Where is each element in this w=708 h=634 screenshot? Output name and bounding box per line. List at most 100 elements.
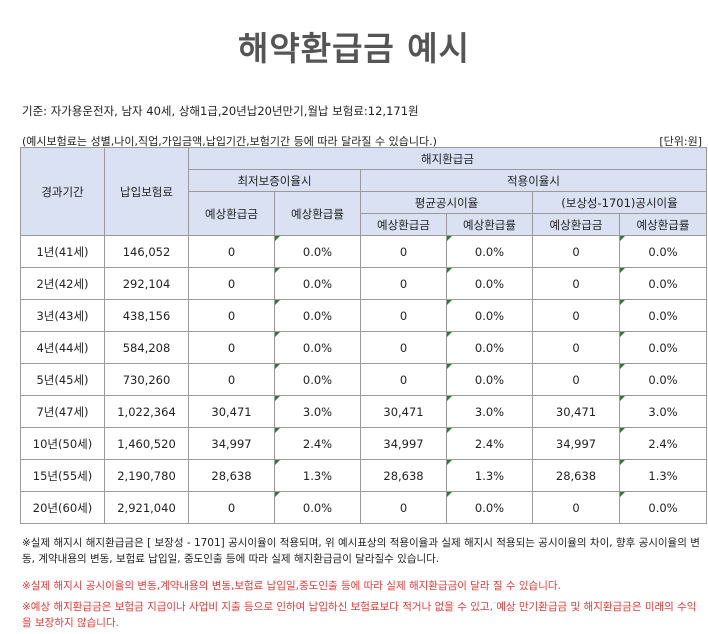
cell-avg-ratio: 3.0% <box>446 395 533 428</box>
cell-avg-amount: 0 <box>360 363 447 396</box>
cell-min-amount: 0 <box>188 363 275 396</box>
cell-product-ratio: 0.0% <box>619 331 707 364</box>
cell-avg-ratio: 1.3% <box>446 459 533 492</box>
cell-min-amount: 0 <box>188 267 275 300</box>
cell-avg-amount: 0 <box>360 299 447 332</box>
criteria-info: 기준: 자가용운전자, 남자 40세, 상해1급,20년납20년만기,월납 보험… <box>22 104 419 118</box>
cell-min-amount: 0 <box>188 235 275 268</box>
premium-note: (예시보험료는 성별,나이,직업,가입금액,납입기간,보험기간 등에 따라 달라… <box>22 135 437 148</box>
cell-min-ratio: 0.0% <box>274 331 361 364</box>
cell-product-ratio: 0.0% <box>619 491 707 524</box>
cell-premium: 730,260 <box>104 363 189 396</box>
cell-period: 7년(47세) <box>20 395 105 428</box>
cell-min-amount: 34,997 <box>188 427 275 460</box>
cell-min-ratio: 1.3% <box>274 459 361 492</box>
footnote-warning-no-guarantee: ※예상 해지환급금은 보험금 지급이나 사업비 지출 등으로 인하여 납입하신 … <box>22 601 697 629</box>
cell-period: 1년(41세) <box>20 235 105 268</box>
header-product-ratio: 예상환급률 <box>619 213 707 236</box>
cell-product-ratio: 3.0% <box>619 395 707 428</box>
cell-avg-ratio: 0.0% <box>446 491 533 524</box>
header-min-ratio: 예상환급률 <box>274 191 361 236</box>
header-avg-ratio: 예상환급률 <box>446 213 533 236</box>
cell-premium: 584,208 <box>104 331 189 364</box>
header-min-amount: 예상환급금 <box>188 191 275 236</box>
cell-avg-ratio: 0.0% <box>446 299 533 332</box>
cell-product-amount: 0 <box>532 491 620 524</box>
cell-product-ratio: 0.0% <box>619 235 707 268</box>
cell-avg-amount: 0 <box>360 491 447 524</box>
cell-avg-ratio: 0.0% <box>446 235 533 268</box>
cell-product-amount: 0 <box>532 363 620 396</box>
cell-avg-amount: 0 <box>360 331 447 364</box>
cell-product-amount: 0 <box>532 267 620 300</box>
cell-period: 3년(43세) <box>20 299 105 332</box>
cell-premium: 1,460,520 <box>104 427 189 460</box>
header-product-amount: 예상환급금 <box>532 213 620 236</box>
cell-min-amount: 30,471 <box>188 395 275 428</box>
unit-label: [단위:원] <box>659 135 702 148</box>
cell-min-ratio: 0.0% <box>274 267 361 300</box>
cell-min-ratio: 2.4% <box>274 427 361 460</box>
cell-avg-ratio: 0.0% <box>446 363 533 396</box>
table-row: 4년(44세) 584,208 0 0.0% 0 0.0% 0 0.0% <box>20 331 707 364</box>
cell-avg-amount: 30,471 <box>360 395 447 428</box>
table-row: 15년(55세) 2,190,780 28,638 1.3% 28,638 1.… <box>20 459 707 492</box>
cell-period: 5년(45세) <box>20 363 105 396</box>
cell-premium: 292,104 <box>104 267 189 300</box>
cell-product-amount: 30,471 <box>532 395 620 428</box>
cell-min-ratio: 0.0% <box>274 363 361 396</box>
table-row: 7년(47세) 1,022,364 30,471 3.0% 30,471 3.0… <box>20 395 707 428</box>
cell-avg-ratio: 2.4% <box>446 427 533 460</box>
cell-period: 20년(60세) <box>20 491 105 524</box>
cell-product-ratio: 0.0% <box>619 299 707 332</box>
header-min-guarantee: 최저보증이율시 <box>188 169 361 192</box>
cell-min-ratio: 0.0% <box>274 491 361 524</box>
cell-avg-ratio: 0.0% <box>446 267 533 300</box>
cell-product-amount: 0 <box>532 235 620 268</box>
cell-product-ratio: 2.4% <box>619 427 707 460</box>
cell-min-ratio: 0.0% <box>274 235 361 268</box>
header-period: 경과기간 <box>20 147 105 236</box>
cell-premium: 438,156 <box>104 299 189 332</box>
header-premium: 납입보험료 <box>104 147 189 236</box>
table-row: 5년(45세) 730,260 0 0.0% 0 0.0% 0 0.0% <box>20 363 707 396</box>
cell-product-ratio: 0.0% <box>619 363 707 396</box>
table-row: 3년(43세) 438,156 0 0.0% 0 0.0% 0 0.0% <box>20 299 707 332</box>
cell-premium: 146,052 <box>104 235 189 268</box>
cell-product-amount: 0 <box>532 331 620 364</box>
refund-table: 경과기간 납입보험료 해지환급금 최저보증이율시 적용이율시 예상환급금 예상환… <box>20 147 707 524</box>
header-applied-rate: 적용이율시 <box>360 169 707 192</box>
cell-product-amount: 28,638 <box>532 459 620 492</box>
cell-avg-amount: 28,638 <box>360 459 447 492</box>
cell-period: 15년(55세) <box>20 459 105 492</box>
header-product-rate: (보상성-1701)공시이율 <box>532 191 707 214</box>
cell-period: 2년(42세) <box>20 267 105 300</box>
cell-premium: 1,022,364 <box>104 395 189 428</box>
cell-avg-ratio: 0.0% <box>446 331 533 364</box>
cell-min-amount: 0 <box>188 299 275 332</box>
cell-product-ratio: 0.0% <box>619 267 707 300</box>
header-avg-amount: 예상환급금 <box>360 213 447 236</box>
cell-period: 10년(50세) <box>20 427 105 460</box>
table-row: 20년(60세) 2,921,040 0 0.0% 0 0.0% 0 0.0% <box>20 491 707 524</box>
cell-product-amount: 34,997 <box>532 427 620 460</box>
cell-min-amount: 28,638 <box>188 459 275 492</box>
table-row: 10년(50세) 1,460,520 34,997 2.4% 34,997 2.… <box>20 427 707 460</box>
cell-min-ratio: 3.0% <box>274 395 361 428</box>
cell-avg-amount: 34,997 <box>360 427 447 460</box>
header-refund-group: 해지환급금 <box>188 147 707 170</box>
cell-min-ratio: 0.0% <box>274 299 361 332</box>
cell-avg-amount: 0 <box>360 267 447 300</box>
cell-avg-amount: 0 <box>360 235 447 268</box>
cell-min-amount: 0 <box>188 491 275 524</box>
cell-period: 4년(44세) <box>20 331 105 364</box>
page-title: 해약환급금 예시 <box>237 29 470 68</box>
cell-product-ratio: 1.3% <box>619 459 707 492</box>
cell-premium: 2,921,040 <box>104 491 189 524</box>
cell-premium: 2,190,780 <box>104 459 189 492</box>
table-row: 2년(42세) 292,104 0 0.0% 0 0.0% 0 0.0% <box>20 267 707 300</box>
table-row: 1년(41세) 146,052 0 0.0% 0 0.0% 0 0.0% <box>20 235 707 268</box>
cell-min-amount: 0 <box>188 331 275 364</box>
footnote-applied-rate: ※실제 해지시 해지환급금은 [ 보장성 - 1701] 공시이율이 적용되며,… <box>22 537 700 565</box>
footnote-warning-variation: ※실제 해지시 공시이율의 변동,계약내용의 변동,보험료 납입일,중도인출 등… <box>22 580 561 592</box>
